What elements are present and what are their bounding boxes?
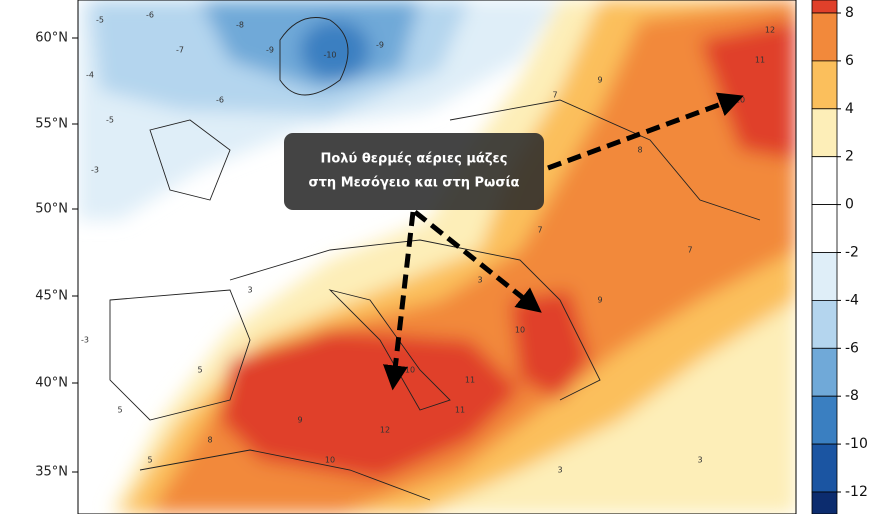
colorbar-swatch — [811, 347, 838, 397]
contour-label: 10 — [325, 456, 335, 465]
colorbar-label: -4 — [845, 292, 859, 308]
contour-label: -3 — [91, 166, 99, 175]
colorbar-label: -10 — [845, 436, 868, 452]
contour-label: -9 — [376, 41, 384, 50]
colorbar-label: 6 — [845, 53, 854, 69]
contour-label: 9 — [297, 416, 302, 425]
latitude-label: 50°N — [35, 202, 68, 217]
annotation-text: Πολύ θερμές αέριες μάζες — [321, 152, 508, 167]
colorbar-label: 0 — [845, 197, 854, 213]
annotation-text: στη Μεσόγειο και στη Ρωσία — [309, 176, 520, 191]
colorbar-swatch — [811, 12, 838, 62]
colorbar-label: 4 — [845, 101, 854, 117]
contour-label: 8 — [207, 436, 212, 445]
contour-label: 10 — [735, 96, 745, 105]
contour-label: -5 — [106, 116, 114, 125]
arrows — [383, 92, 744, 391]
colorbar-swatch — [811, 0, 838, 14]
colorbar-swatch — [811, 491, 838, 514]
contour-label: 5 — [147, 456, 152, 465]
latitude-label: 35°N — [35, 465, 68, 480]
latitude-label: 60°N — [35, 31, 68, 46]
contour-label: -5 — [96, 16, 104, 25]
contour-label: 12 — [765, 26, 775, 35]
contour-label: 3 — [477, 276, 482, 285]
contour-label: -7 — [176, 46, 184, 55]
map-frame — [77, 0, 797, 514]
latitude-label: 55°N — [35, 117, 68, 132]
colorbar-label: -6 — [845, 340, 859, 356]
contour-label: 3 — [697, 456, 702, 465]
annotation: Πολύ θερμές αέριες μάζες στη Μεσόγειο και… — [284, 92, 744, 391]
contour-label: -6 — [146, 11, 154, 20]
contour-label: 5 — [117, 406, 122, 415]
colorbar-label: -12 — [845, 484, 868, 500]
annotation-box — [284, 133, 544, 210]
contour-label: -4 — [86, 71, 94, 80]
colorbar-swatch — [811, 60, 838, 110]
colorbar-swatch — [811, 299, 838, 349]
colorbar-swatch — [811, 156, 838, 205]
contour-label: 3 — [557, 466, 562, 475]
contour-label: 12 — [380, 426, 390, 435]
contour-label: 7 — [537, 226, 542, 235]
contour-label: 9 — [597, 296, 602, 305]
contour-label: -10 — [323, 51, 336, 60]
contour-label: 11 — [755, 56, 765, 65]
contour-label: 11 — [455, 406, 465, 415]
colorbar-swatch — [811, 395, 838, 445]
colorbar-swatch — [811, 252, 838, 301]
contour-label: -8 — [236, 21, 244, 30]
latitude-label: 40°N — [35, 376, 68, 391]
contour-label: -6 — [216, 96, 224, 105]
coastlines — [109, 17, 761, 501]
contour-label: 5 — [197, 366, 202, 375]
colorbar-swatch — [811, 443, 838, 493]
colorbar-label: 2 — [845, 149, 854, 165]
contour-label: 10 — [515, 326, 525, 335]
contour-label: 8 — [637, 146, 642, 155]
colorbar-label: -2 — [845, 245, 859, 261]
colorbar-label: 8 — [845, 5, 854, 21]
contour-label: 9 — [597, 76, 602, 85]
colorbar-swatch — [811, 204, 838, 253]
latitude-label: 45°N — [35, 289, 68, 304]
map-field — [78, 0, 796, 514]
contour-label: -9 — [266, 46, 274, 55]
contour-label: 11 — [465, 376, 475, 385]
contour-label: 10 — [405, 366, 415, 375]
contour-label: -3 — [81, 336, 89, 345]
colorbar-swatch — [811, 108, 838, 158]
contour-label: 7 — [552, 91, 557, 100]
colorbar-label: -8 — [845, 388, 859, 404]
contour-label: 7 — [687, 246, 692, 255]
contour-label: 3 — [247, 286, 252, 295]
